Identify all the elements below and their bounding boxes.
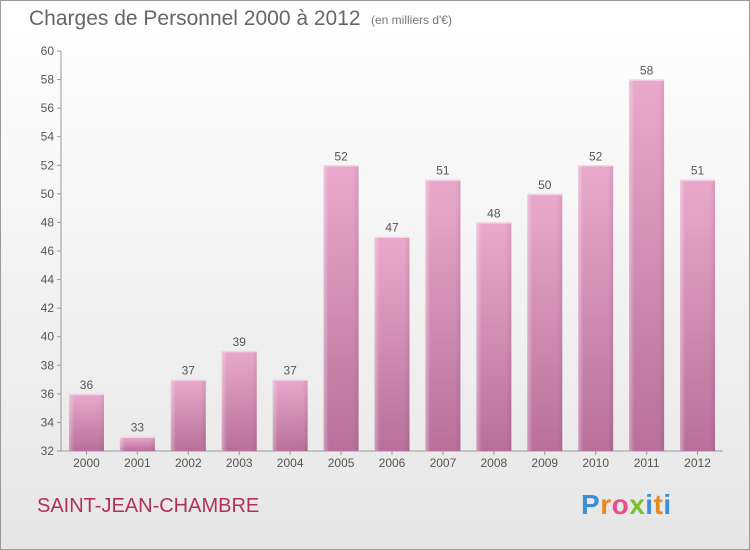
bars [68,79,716,452]
bar-shade-2005 [323,165,359,452]
value-label-2008: 48 [487,206,501,220]
y-tick-label: 38 [41,358,55,372]
y-tick-label: 44 [41,273,55,287]
bar-shade-2003 [221,351,257,451]
chart-subtitle: (en milliers d'€) [371,13,452,27]
x-tick-label: 2009 [531,456,558,470]
y-tick-label: 36 [41,387,55,401]
y-tick-label: 54 [41,130,55,144]
value-label-2007: 51 [436,164,450,178]
bar-shade-2011 [629,79,665,452]
bar-shade-2010 [578,165,614,452]
value-label-2005: 52 [334,149,348,163]
y-tick-label: 56 [41,101,55,115]
value-labels: 36 33 37 39 37 52 47 51 48 50 52 58 51 [80,64,705,435]
value-label-2006: 47 [385,221,399,235]
chart-title: Charges de Personnel 2000 à 2012 [29,7,361,30]
bar-shade-2001 [119,436,155,451]
commune-name: SAINT-JEAN-CHAMBRE [37,495,260,517]
y-tick-label: 34 [41,415,55,429]
x-tick-label: 2010 [582,456,609,470]
proxiti-logo: Proxiti [581,489,672,520]
y-tick-label: 58 [41,73,55,87]
bar-shade-2002 [170,379,206,451]
x-tick-label: 2005 [328,456,355,470]
y-tick-label: 52 [41,158,55,172]
x-tick-label: 2004 [277,456,304,470]
y-tick-label: 46 [41,244,55,258]
y-tick-label: 42 [41,301,55,315]
y-tick-label: 48 [41,215,55,229]
x-tick-label: 2012 [684,456,711,470]
x-tick-label: 2006 [379,456,406,470]
bar-shade-2008 [476,222,512,451]
value-label-2010: 52 [589,149,603,163]
bar-shade-2007 [425,179,461,452]
value-label-2009: 50 [538,178,552,192]
y-tick-label: 50 [41,187,55,201]
x-tick-label: 2001 [124,456,151,470]
bar-shade-2006 [374,236,410,451]
x-tick-label: 2002 [175,456,202,470]
value-label-2004: 37 [283,364,297,378]
value-label-2000: 36 [80,378,94,392]
x-tick-label: 2007 [430,456,457,470]
bar-shade-2004 [272,379,308,451]
y-tick-label: 32 [41,444,55,458]
bar-shade-2000 [68,393,104,451]
value-label-2002: 37 [182,364,196,378]
y-tick-label: 40 [41,330,55,344]
value-label-2001: 33 [131,421,145,435]
value-label-2012: 51 [691,164,705,178]
value-label-2003: 39 [233,335,247,349]
x-tick-label: 2011 [634,456,660,470]
x-tick-label: 2003 [226,456,253,470]
value-label-2011: 58 [640,64,654,78]
x-tick-label: 2000 [73,456,100,470]
x-tick-label: 2008 [480,456,507,470]
bar-shade-2012 [680,179,716,452]
bar-shade-2009 [527,193,563,451]
y-tick-label: 60 [41,44,55,58]
